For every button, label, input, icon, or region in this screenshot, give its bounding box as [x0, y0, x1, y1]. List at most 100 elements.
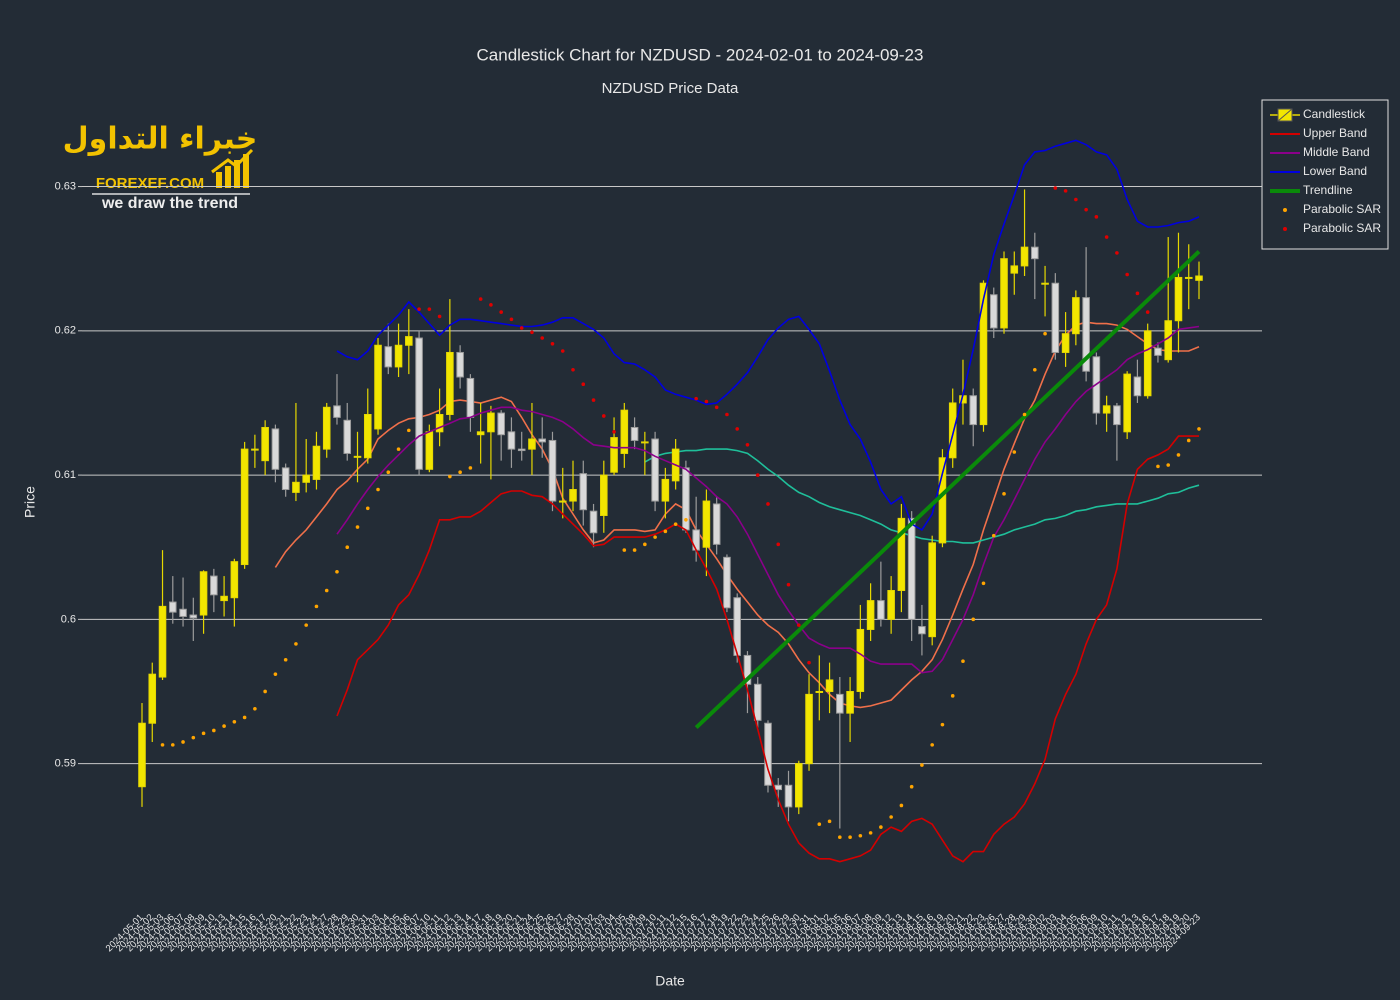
candle-body	[528, 438, 536, 450]
line-series	[694, 250, 1201, 730]
logo: خبراء التداول FOREXEF.COM we draw the tr…	[63, 122, 258, 213]
candle-body	[261, 426, 269, 462]
legend-label: Lower Band	[1303, 164, 1367, 178]
sar-dot	[550, 342, 555, 346]
sar-dot	[1033, 367, 1037, 372]
candle-body	[877, 600, 885, 620]
candle-body	[487, 412, 495, 433]
legend-box	[1261, 99, 1389, 250]
candle-body	[138, 722, 146, 788]
candle-body	[579, 473, 588, 511]
candle-body	[538, 438, 547, 443]
sar-dot	[786, 582, 791, 587]
sar-dot	[1145, 310, 1150, 314]
candle-body	[1133, 376, 1142, 397]
sar-dot	[222, 724, 226, 728]
candle-body	[230, 561, 239, 599]
candle-body	[220, 595, 228, 602]
candle-body	[189, 614, 198, 619]
candle-body	[1195, 275, 1203, 281]
candle-body	[948, 402, 957, 459]
sar-dot	[632, 548, 637, 552]
candle-body	[723, 556, 731, 609]
sar-dot	[386, 470, 391, 475]
sar-dot	[971, 617, 976, 622]
sar-dot	[920, 763, 924, 767]
candle-body	[405, 336, 413, 346]
candle-body	[589, 510, 598, 534]
candle-body	[497, 412, 505, 436]
sar-dot	[1043, 331, 1047, 336]
sar-dot	[694, 396, 698, 401]
candle-body	[374, 344, 382, 430]
candle-body	[979, 282, 988, 426]
sar-dot	[745, 442, 750, 447]
sar-dot	[335, 569, 339, 574]
sar-dot	[755, 473, 760, 477]
y-tick-label: 0.59	[55, 758, 76, 770]
logo-bar	[234, 160, 240, 188]
sar-dot	[838, 835, 842, 839]
sar-dot	[950, 694, 955, 698]
line-series	[336, 139, 1200, 531]
candle-body	[897, 517, 906, 592]
sar-dot	[1094, 215, 1099, 219]
candle-body	[1174, 276, 1183, 322]
sar-dot	[581, 382, 586, 387]
sar-dot	[417, 307, 421, 311]
candle-body	[1143, 330, 1152, 397]
sar-dot	[807, 660, 811, 665]
candlestick-series	[138, 189, 1203, 829]
candle-body	[425, 431, 434, 470]
candle-body	[1000, 258, 1008, 329]
x-axis-title: Date	[655, 973, 685, 989]
sar-dot	[253, 706, 257, 711]
sar-dot	[1166, 463, 1171, 467]
candle-body	[907, 517, 916, 620]
candle-body	[569, 489, 577, 502]
sar-dot	[776, 542, 781, 547]
y-tick-label: 0.6	[61, 613, 76, 625]
sar-dot	[1074, 197, 1078, 202]
legend-icon	[1277, 108, 1293, 122]
sar-dot	[191, 735, 196, 740]
y-axis-title: Price	[22, 486, 38, 518]
line-series	[644, 448, 1200, 544]
sar-dot	[365, 506, 370, 511]
sar-dot	[909, 784, 914, 789]
candle-body	[1154, 347, 1162, 356]
candle-body	[548, 439, 557, 502]
sar-dot	[1125, 272, 1129, 277]
sar-dot	[242, 715, 247, 720]
sar-dot	[663, 529, 668, 534]
sar-dot	[160, 743, 165, 747]
candle-body	[702, 500, 711, 548]
sar-dot	[283, 657, 288, 662]
candle-body	[1082, 297, 1090, 372]
candle-body	[1020, 246, 1029, 267]
candle-body	[333, 405, 341, 418]
logo-bar	[243, 154, 249, 188]
sar-dot	[1135, 291, 1140, 296]
sar-dot	[1104, 235, 1109, 239]
candle-body	[610, 437, 618, 473]
candle-body	[456, 351, 464, 378]
sar-dot	[858, 833, 863, 838]
sar-dot	[725, 412, 729, 417]
sar-dot	[458, 470, 462, 475]
candle-body	[794, 763, 803, 808]
candle-body	[353, 455, 362, 458]
sar-dot	[981, 581, 986, 586]
candle-body	[312, 445, 321, 480]
y-tick-label: 0.63	[55, 180, 76, 192]
logo-arrow	[211, 148, 254, 174]
sar-dot	[1053, 186, 1058, 190]
candle-body	[292, 481, 300, 493]
candle-body	[476, 431, 485, 436]
candle-body	[887, 590, 895, 620]
sar-dot	[991, 533, 996, 538]
candle-body	[1113, 405, 1121, 426]
sar-dot	[899, 803, 904, 808]
sar-dot	[612, 430, 616, 434]
logo-brand: FOREXEF.COM	[96, 175, 204, 192]
